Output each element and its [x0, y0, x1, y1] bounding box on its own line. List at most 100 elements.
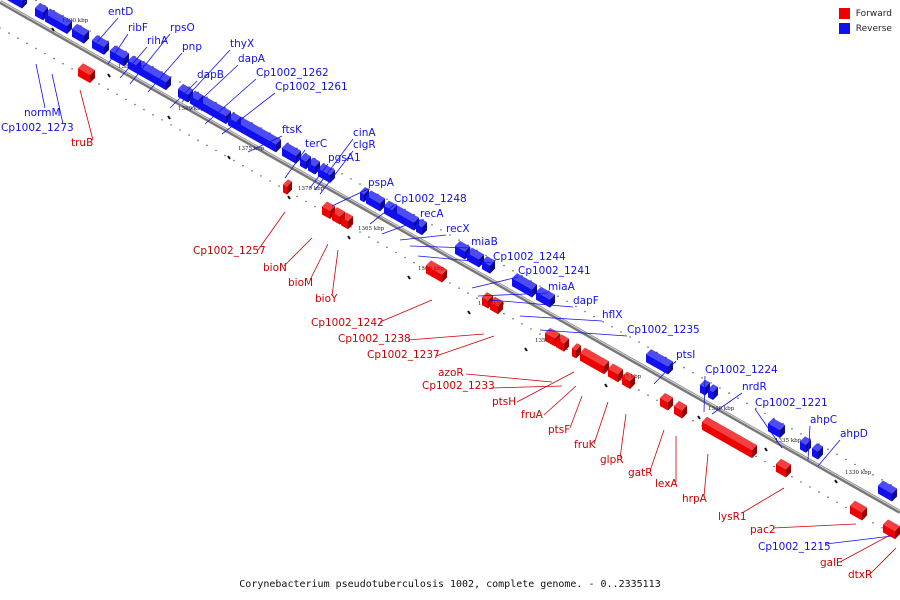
reverse-gene[interactable]: [45, 13, 67, 34]
gene-label[interactable]: terC: [305, 138, 327, 150]
reverse-gene[interactable]: [768, 423, 780, 438]
reverse-gene[interactable]: [467, 252, 479, 268]
forward-gene[interactable]: [660, 398, 668, 411]
reverse-gene[interactable]: [384, 205, 392, 219]
forward-gene[interactable]: [332, 212, 340, 225]
gene-label[interactable]: hrpA: [682, 493, 708, 505]
forward-gene[interactable]: [426, 265, 442, 283]
gene-label[interactable]: Cp1002_1215: [758, 541, 831, 553]
reverse-gene[interactable]: [482, 261, 490, 274]
gene-label[interactable]: Cp1002_1248: [394, 193, 467, 205]
gene-label[interactable]: recA: [420, 208, 444, 220]
gene-label[interactable]: Cp1002_1273: [1, 122, 74, 134]
gene-label[interactable]: azoR: [438, 367, 464, 379]
gene-label[interactable]: pgsA1: [328, 152, 361, 164]
gene-label[interactable]: ptsF: [548, 424, 570, 436]
gene-label[interactable]: Cp1002_1257: [193, 245, 266, 257]
gene-label[interactable]: fruA: [521, 409, 544, 421]
reverse-gene[interactable]: [300, 158, 306, 170]
gene-label[interactable]: hflX: [602, 309, 622, 321]
forward-gene[interactable]: [622, 376, 630, 389]
gene-label[interactable]: bioN: [263, 262, 287, 274]
gene-label[interactable]: thyX: [230, 38, 254, 50]
gene-label[interactable]: ribF: [128, 22, 148, 34]
gene-label[interactable]: dtxR: [848, 569, 872, 581]
gene-label[interactable]: bioM: [288, 277, 313, 289]
forward-gene[interactable]: [776, 463, 786, 478]
gene-label[interactable]: dapB: [197, 69, 224, 81]
gene-label[interactable]: ftsK: [282, 124, 303, 136]
gene-label[interactable]: cinA: [353, 127, 376, 139]
gene-label[interactable]: ptsI: [676, 349, 695, 361]
gene-label[interactable]: glpR: [600, 454, 624, 466]
reverse-gene[interactable]: [708, 389, 713, 401]
gene-label[interactable]: dapF: [573, 295, 599, 307]
reverse-gene[interactable]: [700, 384, 705, 396]
reverse-gene[interactable]: [646, 354, 668, 375]
gene-label[interactable]: recX: [446, 223, 470, 235]
forward-gene[interactable]: [850, 505, 862, 521]
reverse-gene[interactable]: [190, 95, 198, 109]
gene-label[interactable]: pac2: [750, 524, 776, 536]
gene-label[interactable]: miaA: [548, 281, 576, 293]
reverse-gene[interactable]: [236, 121, 276, 153]
gene-label[interactable]: ahpD: [840, 428, 868, 440]
reverse-gene[interactable]: [800, 441, 806, 453]
gene-label[interactable]: bioY: [315, 293, 338, 305]
reverse-gene[interactable]: [0, 0, 22, 9]
gene-label[interactable]: Cp1002_1261: [275, 81, 348, 93]
forward-gene[interactable]: [545, 332, 555, 347]
forward-gene[interactable]: [883, 524, 895, 540]
reverse-gene[interactable]: [136, 65, 166, 91]
forward-gene[interactable]: [702, 421, 752, 459]
reverse-gene[interactable]: [110, 50, 124, 67]
forward-gene[interactable]: [482, 297, 488, 309]
gene-label[interactable]: nrdR: [742, 381, 767, 393]
forward-gene[interactable]: [608, 368, 618, 383]
reverse-gene[interactable]: [392, 210, 414, 231]
forward-gene[interactable]: [78, 68, 90, 83]
gene-label[interactable]: lysR1: [718, 511, 747, 523]
gene-label[interactable]: Cp1002_1242: [311, 317, 384, 329]
gene-label[interactable]: pspA: [368, 177, 395, 189]
gene-label[interactable]: truB: [71, 137, 93, 149]
reverse-gene[interactable]: [92, 40, 104, 55]
gene-label[interactable]: miaB: [471, 236, 498, 248]
forward-gene[interactable]: [556, 339, 564, 352]
gene-label[interactable]: dapA: [238, 53, 266, 65]
gene-label[interactable]: pnp: [182, 41, 202, 53]
reverse-gene[interactable]: [318, 168, 330, 183]
gene-label[interactable]: entD: [108, 6, 133, 18]
gene-label[interactable]: gatR: [628, 467, 653, 479]
reverse-gene[interactable]: [536, 291, 550, 308]
reverse-gene[interactable]: [128, 60, 136, 74]
reverse-gene[interactable]: [308, 162, 315, 175]
forward-gene[interactable]: [322, 206, 330, 219]
reverse-gene[interactable]: [178, 88, 188, 103]
gene-label[interactable]: ahpC: [810, 414, 837, 426]
forward-gene[interactable]: [490, 301, 498, 315]
reverse-gene[interactable]: [455, 245, 465, 260]
gene-label[interactable]: Cp1002_1241: [518, 265, 591, 277]
gene-label[interactable]: Cp1002_1221: [755, 397, 828, 409]
reverse-gene[interactable]: [72, 28, 84, 44]
gene-label[interactable]: rpsO: [170, 22, 195, 34]
gene-label[interactable]: Cp1002_1237: [367, 349, 440, 361]
gene-label[interactable]: normM: [24, 107, 61, 119]
reverse-gene[interactable]: [878, 485, 892, 502]
gene-label[interactable]: clgR: [353, 139, 376, 151]
reverse-gene[interactable]: [198, 100, 226, 125]
gene-label[interactable]: fruK: [574, 439, 597, 451]
gene-label[interactable]: Cp1002_1224: [705, 364, 778, 376]
reverse-gene[interactable]: [416, 223, 422, 236]
gene-label[interactable]: Cp1002_1238: [338, 333, 411, 345]
reverse-gene[interactable]: [360, 192, 364, 203]
forward-gene[interactable]: [580, 352, 604, 375]
gene-label[interactable]: rihA: [147, 35, 169, 47]
gene-label[interactable]: Cp1002_1233: [422, 380, 495, 392]
reverse-gene[interactable]: [366, 195, 380, 212]
forward-gene[interactable]: [674, 405, 682, 419]
forward-gene[interactable]: [572, 348, 576, 359]
reverse-gene[interactable]: [812, 448, 818, 460]
gene-label[interactable]: lexA: [655, 478, 678, 490]
